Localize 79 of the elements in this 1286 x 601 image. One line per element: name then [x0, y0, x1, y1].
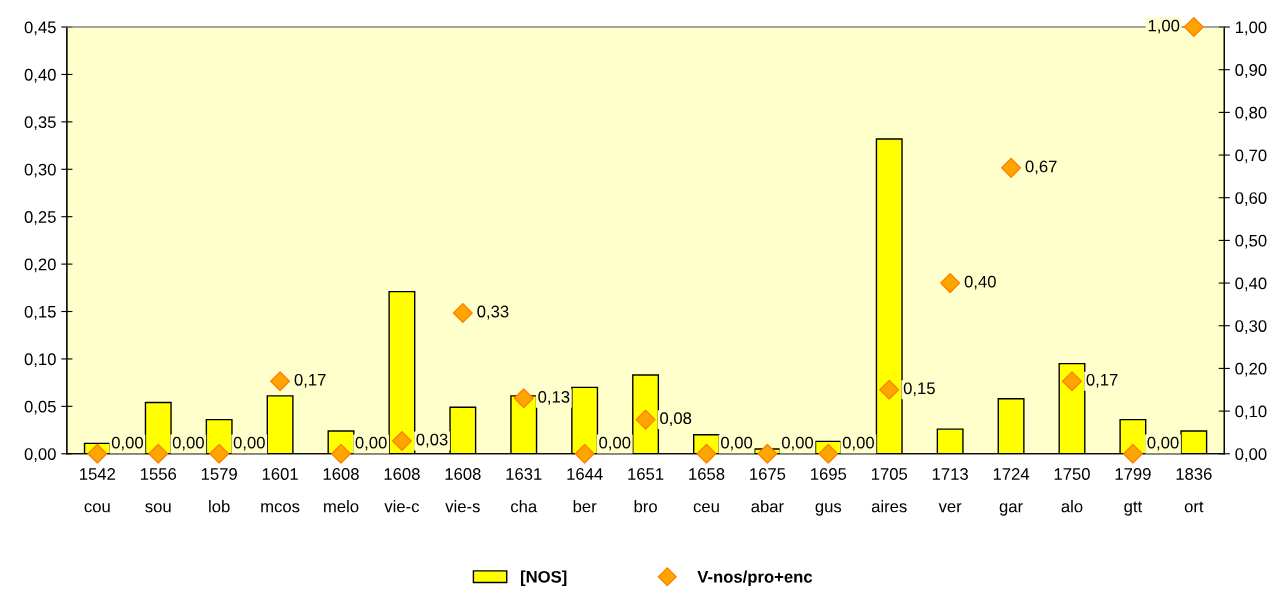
- point: [209, 443, 230, 464]
- y-tick-label: 0,45: [24, 21, 56, 36]
- y-tick-label: 0,20: [24, 258, 56, 273]
- data-label: 0,17: [294, 373, 326, 388]
- category-label: 1608 vie-c: [384, 468, 420, 513]
- category-label: 1608 vie-s: [445, 468, 481, 513]
- y2-tick-label: 0,60: [1235, 192, 1267, 206]
- point: [148, 443, 169, 464]
- legend-label: V-nos/pro+enc: [697, 570, 813, 586]
- point: [1061, 371, 1082, 392]
- y-tick-label: 0,35: [24, 116, 56, 131]
- category-label: 1658 ceu: [689, 468, 725, 513]
- data-label: 0,15: [903, 382, 935, 397]
- point: [1001, 157, 1022, 178]
- y-tick-label: 0,00: [24, 448, 56, 462]
- y-tick-label: 0,10: [24, 353, 56, 368]
- y2-tick-label: 0,10: [1235, 405, 1267, 420]
- data-label: 0,17: [1086, 373, 1118, 388]
- point: [270, 371, 291, 392]
- y-tick-label: 0,30: [24, 163, 56, 178]
- point: [574, 443, 595, 464]
- y2-tick-label: 0,70: [1235, 149, 1267, 164]
- category-label: 1644 ber: [567, 468, 603, 513]
- category-label: 1579 lob: [201, 468, 237, 513]
- category-label: 1675 abar: [750, 468, 786, 513]
- category-label: 1750 alo: [1054, 468, 1090, 513]
- point: [757, 443, 778, 464]
- category-label: 1836 ort: [1176, 468, 1212, 513]
- point: [391, 430, 412, 451]
- point: [879, 379, 900, 400]
- category-label: 1713 ver: [932, 468, 968, 513]
- data-label: 0,00: [233, 436, 265, 451]
- point: [940, 273, 961, 294]
- legend-label: [NOS]: [521, 570, 567, 586]
- y-tick-label: 0,40: [24, 68, 56, 83]
- point: [1122, 443, 1143, 464]
- y2-tick-label: 0,90: [1235, 64, 1267, 78]
- y2-tick-label: 0,80: [1235, 106, 1267, 121]
- data-label: 0,03: [416, 433, 448, 448]
- category-label: 1608 melo: [323, 468, 359, 513]
- y2-tick-label: 0,40: [1235, 277, 1267, 292]
- category-label: 1724 gar: [993, 468, 1030, 516]
- category-label: 1631 cha: [506, 468, 542, 513]
- category-label: 1542 cou: [80, 468, 116, 513]
- y2-tick-label: 0,30: [1235, 320, 1267, 334]
- data-label: 0,08: [660, 412, 692, 427]
- point: [330, 443, 352, 464]
- y2-tick-label: 1,00: [1235, 21, 1267, 36]
- data-label: 0,00: [111, 436, 143, 451]
- data-label: 0,00: [355, 436, 387, 451]
- y-tick-label: 0,05: [24, 400, 56, 415]
- y2-tick-label: 0,20: [1235, 362, 1267, 377]
- point: [513, 388, 534, 409]
- data-label: 0,00: [721, 436, 753, 451]
- point: [696, 443, 717, 464]
- y2-tick-label: 0,50: [1235, 234, 1267, 249]
- data-label: 0,00: [842, 436, 874, 451]
- category-label: 1799 gtt: [1115, 468, 1151, 516]
- category-label: 1705 aires: [871, 468, 908, 513]
- data-label: 1,00: [1148, 19, 1180, 34]
- data-label: 0,00: [599, 436, 631, 451]
- category-label: 1556 sou: [140, 468, 177, 513]
- category-label: 1601 mcos: [261, 468, 300, 513]
- data-label: 0,00: [1147, 436, 1179, 451]
- y-tick-label: 0,25: [24, 211, 56, 225]
- category-label: 1651 bro: [628, 468, 664, 513]
- point: [818, 443, 839, 464]
- point: [452, 302, 473, 323]
- data-label: 0,00: [781, 436, 814, 451]
- data-label: 0,33: [477, 305, 509, 320]
- category-label: 1695 gus: [811, 468, 847, 516]
- data-label: 0,67: [1025, 160, 1057, 175]
- data-label: 0,00: [172, 436, 204, 451]
- point: [87, 443, 108, 464]
- data-label: 0,40: [964, 275, 996, 290]
- point: [1183, 17, 1204, 38]
- y-tick-label: 0,15: [24, 305, 56, 320]
- y2-tick-label: 0,00: [1235, 448, 1267, 462]
- data-label: 0,13: [538, 390, 570, 405]
